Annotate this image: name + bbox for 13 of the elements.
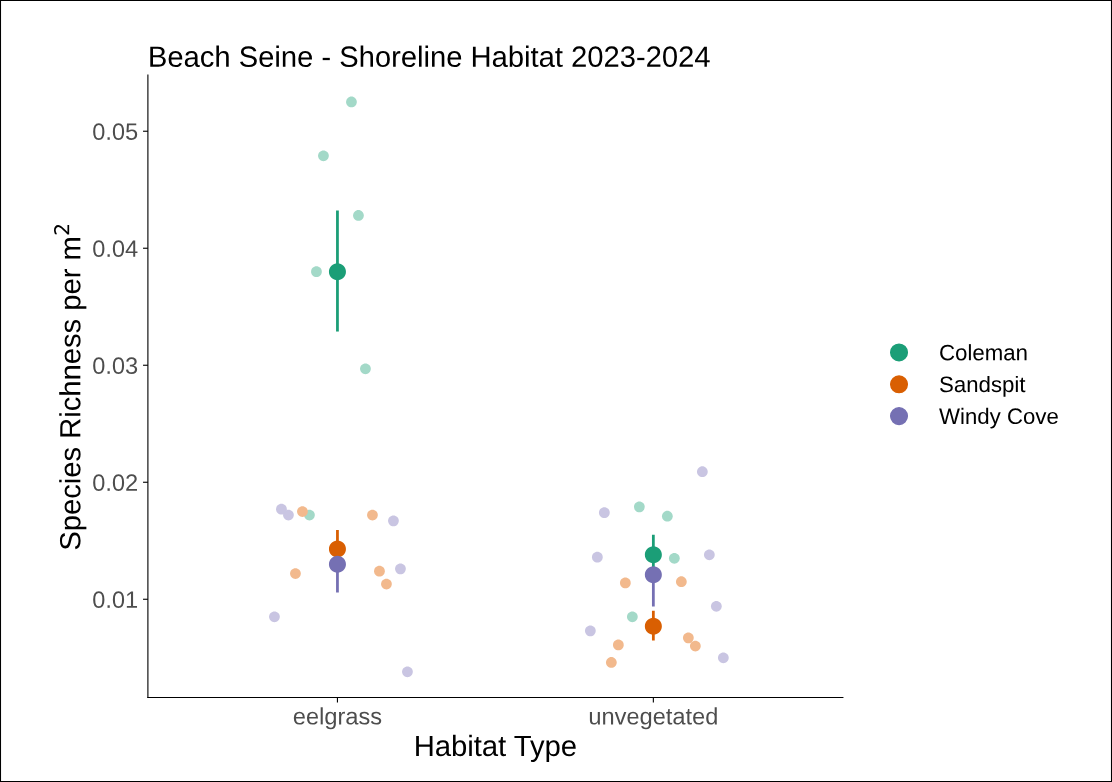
chart-title: Beach Seine - Shoreline Habitat 2023-2024 <box>150 45 710 68</box>
y-tick-label: 0.02 <box>93 474 137 492</box>
legend-label: Windy Cove <box>939 407 1058 429</box>
legend-label: Sandspit <box>940 375 1026 397</box>
y-tick-label: 0.03 <box>93 357 138 375</box>
y-tick-label: 0.04 <box>93 240 138 258</box>
y-axis-title: Species Richness per m$^{2}$ <box>54 224 87 550</box>
y-tick-label: 0.05 <box>93 123 138 141</box>
x-tick-label: unvegetated <box>589 707 717 730</box>
legend-label: Coleman <box>940 344 1027 361</box>
x-tick-label: eelgrass <box>293 707 382 730</box>
x-axis-title: Habitat Type <box>416 734 576 763</box>
y-tick-label: 0.01 <box>93 591 138 609</box>
